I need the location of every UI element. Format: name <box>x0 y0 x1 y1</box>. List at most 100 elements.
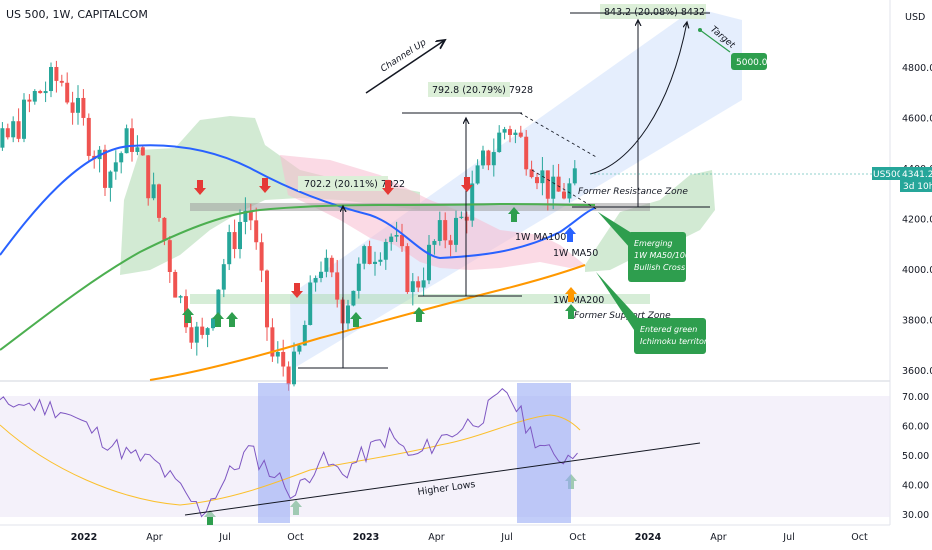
candle-body-11 <box>0 128 5 148</box>
time-tick-11: Oct <box>851 532 868 543</box>
candle-body-99 <box>475 165 480 184</box>
pullback-line-bottom <box>531 169 599 211</box>
time-tick-5: Apr <box>428 532 445 543</box>
signal-arrow-d1 <box>259 178 271 193</box>
candle-body-55 <box>238 221 242 250</box>
former-support-label: Former Support Zone <box>574 311 671 321</box>
price-tick-5: 4600.0 <box>902 114 932 125</box>
candle-body-32 <box>113 162 118 172</box>
signal-arrow-u2 <box>226 312 238 327</box>
time-tick-7: Oct <box>569 532 586 543</box>
price-tick-1: 3800.0 <box>902 316 932 327</box>
ma200-label: 1W MA200 <box>553 295 604 306</box>
time-tick-9: Apr <box>710 532 727 543</box>
time-tick-0: 2022 <box>71 532 97 543</box>
candle-body-117 <box>572 168 577 184</box>
measure-1-bg <box>298 176 388 191</box>
candle-body-14 <box>16 121 21 139</box>
currency-label: USD <box>905 12 925 23</box>
rsi-tick-2: 50.00 <box>902 451 929 462</box>
ichimoku-line-2: Ichimoku territory <box>640 337 712 346</box>
target-value: 5000.0 <box>736 58 768 68</box>
price-tag-countdown: 3d 10h <box>903 182 932 192</box>
candle-body-63 <box>281 351 286 367</box>
candle-body-101 <box>486 150 491 166</box>
signal-arrow-d3 <box>382 180 394 195</box>
candle-body-26 <box>81 97 86 118</box>
rsi-band <box>0 396 890 517</box>
rsi-highlight-1 <box>258 383 290 523</box>
measure-1: 702.2 (20.11%) 7022 <box>298 176 405 369</box>
candle-body-106 <box>513 132 518 135</box>
candle-body-100 <box>481 150 485 166</box>
candle-body-53 <box>227 232 232 265</box>
candle-body-30 <box>103 149 107 188</box>
candle-body-19 <box>43 91 48 94</box>
candle-body-88 <box>416 281 421 288</box>
time-tick-10: Jul <box>782 532 794 543</box>
candle-body-38 <box>146 155 151 199</box>
candle-body-24 <box>70 102 75 113</box>
candle-body-116 <box>567 183 572 199</box>
rsi-tick-4: 70.00 <box>902 392 929 403</box>
candle-body-46 <box>189 327 194 343</box>
candle-body-92 <box>437 220 442 241</box>
measure-3: 843.2 (20.08%) 8432 <box>570 4 710 208</box>
projection-curve <box>589 22 687 175</box>
candle-body-44 <box>178 296 183 298</box>
candle-body-33 <box>119 153 124 163</box>
candle-body-95 <box>454 217 458 245</box>
measure-1-label: 702.2 (20.11%) 7022 <box>304 179 405 190</box>
candle-body-60 <box>265 270 269 328</box>
candle-body-40 <box>157 184 161 218</box>
candle-body-62 <box>275 351 280 357</box>
price-tag-symbol: US500 <box>873 170 903 180</box>
signal-arrow-b0 <box>564 227 576 242</box>
candle-body-34 <box>124 128 129 154</box>
candle-body-16 <box>27 99 32 102</box>
candle-body-96 <box>459 216 464 218</box>
price-tick-0: 3600.0 <box>902 366 932 377</box>
channel-up-band <box>290 8 742 370</box>
signal-arrow-u0 <box>182 308 194 323</box>
emerging-line-1: Emerging <box>634 239 673 248</box>
rsi-tick-3: 60.00 <box>902 422 929 433</box>
target-value-box <box>731 53 767 70</box>
candle-body-89 <box>421 280 426 288</box>
candle-body-56 <box>243 210 248 222</box>
candle-body-70 <box>319 271 323 279</box>
channel-up-arrow <box>365 40 445 94</box>
former-resistance-label: Former Resistance Zone <box>578 187 688 197</box>
candle-body-18 <box>38 91 43 94</box>
candle-body-59 <box>259 242 264 271</box>
ma50-label: 1W MA50 <box>553 248 598 259</box>
time-tick-4: 2023 <box>353 532 379 543</box>
emerging-callout-pointer <box>598 212 630 248</box>
rsi-axis: 30.00 40.00 50.00 60.00 70.00 <box>902 392 929 521</box>
candle-body-82 <box>383 241 388 260</box>
price-tag-value-bg <box>900 167 932 180</box>
measure-3-bg <box>600 4 706 19</box>
candle-body-50 <box>211 318 215 329</box>
ichimoku-cloud-green <box>120 116 420 275</box>
candle-body-83 <box>389 236 394 242</box>
candle-body-41 <box>162 217 167 241</box>
signal-arrow-d2 <box>291 283 303 298</box>
time-axis: 2022 Apr Jul Oct 2023 Apr Jul Oct 2024 Apr Jul Oct <box>71 532 868 543</box>
signal-arrow-o0 <box>565 287 577 302</box>
ichimoku-callout-pointer <box>596 272 638 336</box>
candle-body-48 <box>200 326 205 335</box>
candle-body-54 <box>232 232 237 250</box>
candle-body-85 <box>400 235 404 247</box>
emerging-callout <box>628 232 686 282</box>
candle-body-104 <box>502 129 507 133</box>
measure-2-label: 792.8 (20.79%) 7928 <box>432 85 533 96</box>
candle-body-98 <box>470 183 475 221</box>
candle-body-37 <box>140 147 145 156</box>
candle-body-102 <box>491 152 496 166</box>
former-resistance-zone <box>190 203 650 211</box>
candle-body-86 <box>405 246 410 293</box>
candle-body-67 <box>302 324 307 346</box>
higher-lows-line <box>184 442 701 516</box>
